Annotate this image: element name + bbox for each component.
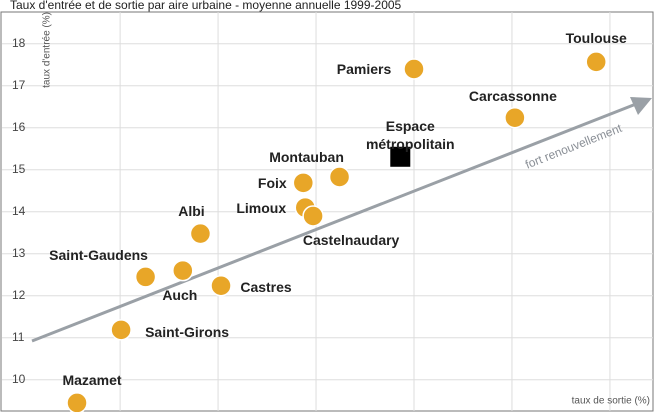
- point-label: Espace métropolitain: [365, 117, 455, 152]
- point: [134, 266, 157, 288]
- x-axis-label: taux de sortie (%): [572, 396, 650, 407]
- y-tick-label: 13: [12, 246, 26, 260]
- y-tick-label: 18: [12, 36, 26, 50]
- point: [302, 205, 324, 227]
- point-label: Limoux: [236, 199, 287, 216]
- point-label: Castelnaudary: [302, 232, 400, 248]
- y-tick-label: 11: [12, 330, 25, 344]
- y-tick-label: 10: [12, 372, 26, 386]
- point: [172, 259, 194, 282]
- y-tick-label: 17: [12, 78, 26, 92]
- chart-title: Taux d'entrée et de sortie par aire urba…: [10, 0, 402, 12]
- point-label: Saint-Gaudens: [49, 246, 148, 263]
- point-label: Pamiers: [336, 61, 392, 77]
- point: [403, 58, 425, 80]
- y-tick-label: 16: [12, 120, 26, 134]
- point: [390, 146, 411, 167]
- y-axis-label: taux d'entrée (%): [42, 12, 53, 88]
- point-label: Albi: [178, 202, 205, 219]
- point-label: Castres: [240, 278, 292, 295]
- y-tick-label: 15: [12, 162, 26, 176]
- arrow-head: [630, 97, 652, 115]
- point-label: Foix: [257, 174, 287, 191]
- trend-arrow: [31, 102, 637, 343]
- point: [189, 222, 212, 245]
- point-label: Carcassonne: [468, 87, 557, 104]
- point-label: Toulouse: [565, 29, 627, 46]
- point-label: Auch: [162, 286, 198, 303]
- point: [110, 319, 132, 341]
- point-label: Saint-Girons: [145, 323, 230, 340]
- point: [210, 274, 232, 297]
- point: [504, 106, 526, 129]
- point: [585, 51, 607, 73]
- point: [292, 172, 315, 194]
- point: [328, 166, 351, 188]
- point-label: Mazamet: [62, 371, 122, 388]
- y-tick-label: 12: [12, 288, 26, 302]
- point-label: Montauban: [269, 148, 344, 165]
- point: [66, 392, 88, 412]
- y-tick-label: 14: [12, 204, 26, 218]
